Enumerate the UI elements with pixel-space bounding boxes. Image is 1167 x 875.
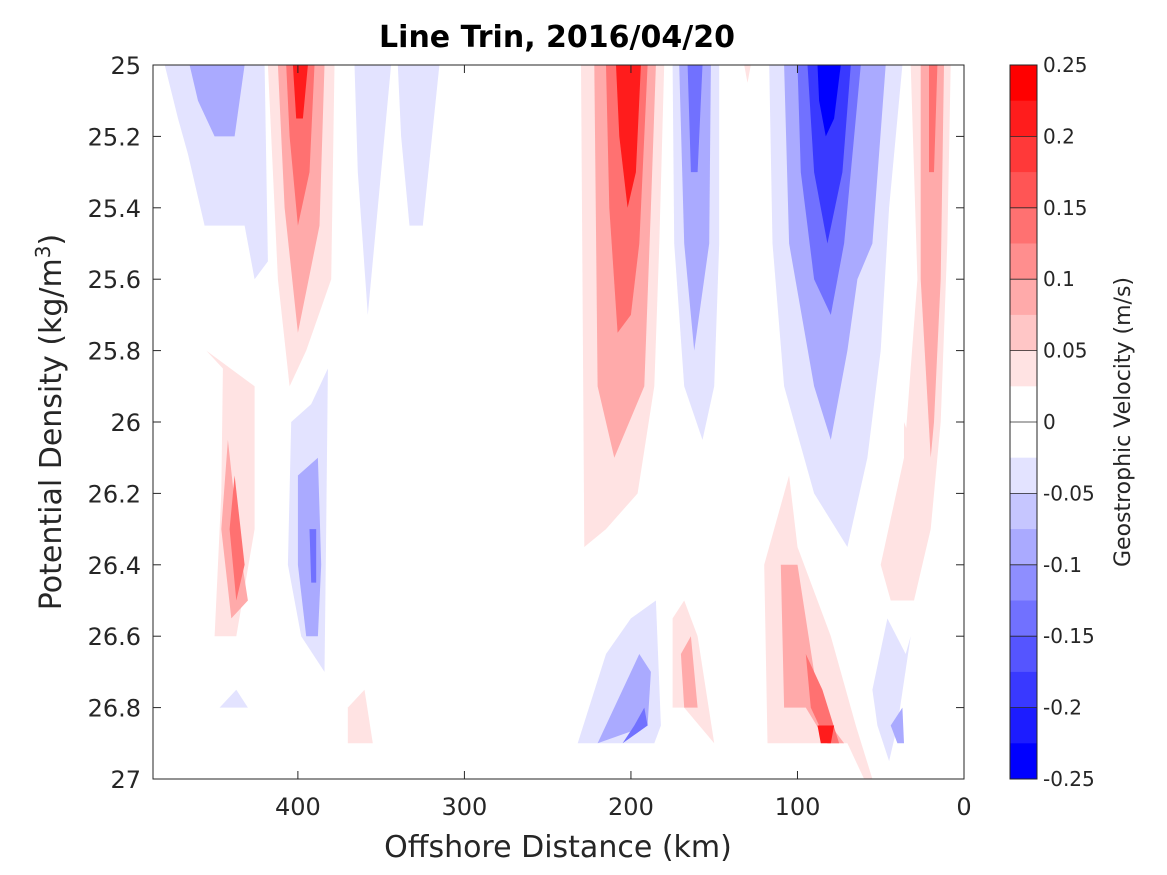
colorbar: 0.25 0.2 0.15 0.1 0.05 0 -0.05 -0.1 -0.15 -0.2 -0.…: [1009, 53, 1095, 791]
contour-region: [397, 65, 440, 226]
contour-region: [164, 65, 268, 280]
contour-region: [872, 618, 911, 762]
contour-region: [229, 475, 245, 601]
contour-region: [805, 654, 840, 744]
contour-region: [622, 707, 648, 744]
colorbar-tick-label: 0.1: [1043, 267, 1075, 291]
colorbar-band: [1010, 243, 1037, 280]
colorbar-band: [1010, 564, 1037, 601]
contour-region: [817, 65, 841, 137]
colorbar-tick-label: 0.05: [1043, 339, 1088, 363]
x-tick-label: 100: [775, 793, 821, 821]
y-axis-label: Potential Density (kg/m3): [31, 234, 69, 610]
colorbar-tick-label: 0.2: [1043, 124, 1075, 148]
x-tick-label: 400: [275, 793, 321, 821]
colorbar-band: [1010, 350, 1037, 387]
colorbar-band: [1010, 457, 1037, 494]
contour-region: [929, 65, 938, 173]
contour-region: [297, 457, 322, 637]
colorbar-band: [1010, 422, 1037, 459]
contour-region: [920, 65, 944, 458]
x-axis-label: Offshore Distance (km): [384, 830, 732, 865]
colorbar-band: [1010, 743, 1037, 780]
colorbar-band: [1010, 279, 1037, 316]
colorbar-band: [1010, 671, 1037, 709]
contour-region: [189, 65, 245, 137]
y-tick-label: 26.6: [88, 623, 141, 651]
x-tick-label: 0: [956, 793, 971, 821]
colorbar-band: [1010, 636, 1037, 673]
y-tick-label: 25: [110, 52, 141, 80]
colorbar-tick-label: -0.25: [1043, 767, 1095, 791]
contour-region: [347, 689, 373, 744]
y-tick-label: 26.2: [88, 480, 141, 508]
y-tick-label: 25.6: [88, 266, 141, 294]
contour-region: [286, 65, 315, 226]
y-tick-label: 25.4: [88, 195, 141, 223]
contour-region: [780, 564, 845, 744]
colorbar-band: [1010, 386, 1037, 423]
y-tick-label: 25.2: [88, 123, 141, 151]
colorbar-band: [1010, 100, 1037, 137]
y-tick-label: 27: [110, 766, 141, 794]
colorbar-tick-label: -0.15: [1043, 624, 1095, 648]
colorbar-band: [1010, 65, 1037, 102]
contour-region: [219, 689, 248, 708]
contour-region: [687, 65, 703, 173]
y-tick-label: 26.4: [88, 552, 141, 580]
contour-region: [807, 65, 851, 244]
contour-region: [744, 65, 751, 83]
y-tick-label: 26.8: [88, 695, 141, 723]
colorbar-label: Geostrophic Velocity (m/s): [1111, 277, 1136, 567]
y-tick-label: 25.8: [88, 338, 141, 366]
colorbar-tick-label: -0.1: [1043, 553, 1082, 577]
colorbar-band: [1010, 493, 1037, 530]
plot-area: [164, 65, 951, 779]
y-axis: 25 25.2 25.4 25.6 25.8 26 26.2 26.4 26.6 26.8 27: [88, 52, 964, 794]
colorbar-tick-label: 0.25: [1043, 53, 1088, 77]
contour-region: [680, 636, 698, 708]
colorbar-tick-label: 0: [1043, 410, 1056, 434]
contour-region: [292, 65, 308, 119]
contour-region: [817, 725, 835, 744]
contour-region: [764, 475, 873, 779]
x-axis: 400 300 200 100 0: [275, 65, 972, 821]
contour-region: [309, 529, 317, 583]
y-tick-label: 26: [110, 409, 141, 437]
contour-region: [616, 65, 641, 208]
colorbar-band: [1010, 529, 1037, 566]
x-tick-label: 200: [608, 793, 654, 821]
colorbar-tick-label: 0.15: [1043, 196, 1088, 220]
colorbar-band: [1010, 136, 1037, 173]
colorbar-band: [1010, 314, 1037, 352]
colorbar-tick-label: -0.2: [1043, 696, 1082, 720]
colorbar-band: [1010, 207, 1037, 244]
colorbar-band: [1010, 172, 1037, 209]
contour-region: [679, 65, 711, 351]
chart-title: Line Trin, 2016/04/20: [379, 20, 735, 55]
contour-region: [904, 422, 921, 565]
contour-region: [354, 65, 392, 315]
colorbar-tick-label: -0.05: [1043, 481, 1095, 505]
x-tick-label: 300: [442, 793, 488, 821]
contour-region: [890, 707, 904, 744]
colorbar-band: [1010, 600, 1037, 637]
colorbar-band: [1010, 707, 1037, 744]
